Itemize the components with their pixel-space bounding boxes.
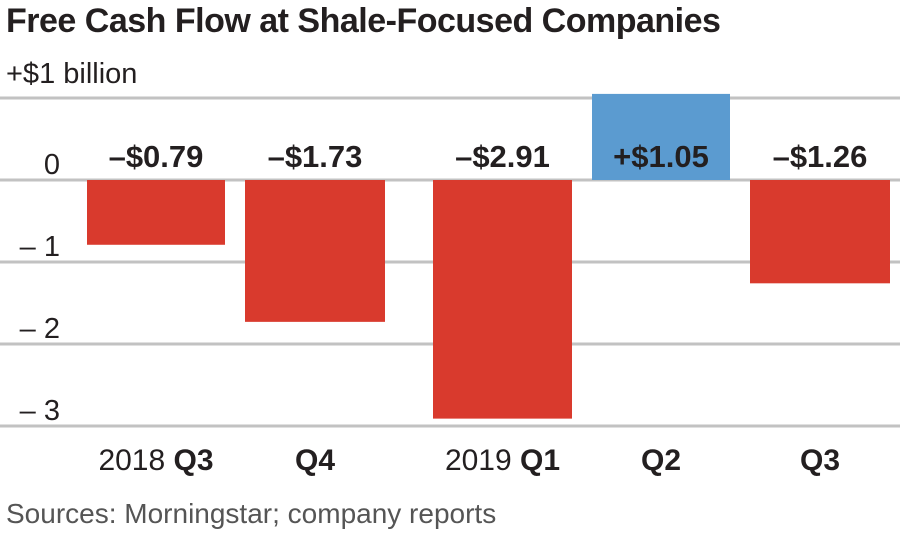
x-tick-year: 2018 <box>98 444 173 477</box>
y-tick-label: – 2 <box>20 313 60 345</box>
x-tick-label: Q2 <box>641 444 681 477</box>
data-label: –$2.91 <box>455 139 550 174</box>
data-label: –$1.73 <box>268 139 363 174</box>
data-label: –$0.79 <box>109 139 204 174</box>
x-tick-quarter: Q1 <box>520 444 560 477</box>
data-label: +$1.05 <box>613 139 709 174</box>
x-tick-quarter: Q3 <box>174 444 214 477</box>
chart-title: Free Cash Flow at Shale-Focused Companie… <box>6 2 721 40</box>
x-tick-label: 2018 Q3 <box>98 444 213 477</box>
x-tick-year: 2019 <box>445 444 520 477</box>
x-tick-quarter: Q2 <box>641 444 681 477</box>
y-tick-label: – 1 <box>20 231 60 263</box>
x-tick-quarter: Q3 <box>800 444 840 477</box>
bar <box>245 180 385 322</box>
source-note: Sources: Morningstar; company reports <box>6 498 497 529</box>
bar <box>750 180 890 284</box>
data-label: –$1.26 <box>773 139 868 174</box>
y-axis-unit-label: +$1 billion <box>6 58 138 90</box>
x-tick-label: Q3 <box>800 444 840 477</box>
y-tick-label: – 3 <box>20 395 60 427</box>
x-tick-label: Q4 <box>295 444 335 477</box>
x-tick-label: 2019 Q1 <box>445 444 560 477</box>
bar <box>433 180 572 419</box>
bar <box>592 93 730 180</box>
y-tick-label: 0 <box>44 149 60 181</box>
bar <box>87 180 225 245</box>
x-tick-quarter: Q4 <box>295 444 335 477</box>
